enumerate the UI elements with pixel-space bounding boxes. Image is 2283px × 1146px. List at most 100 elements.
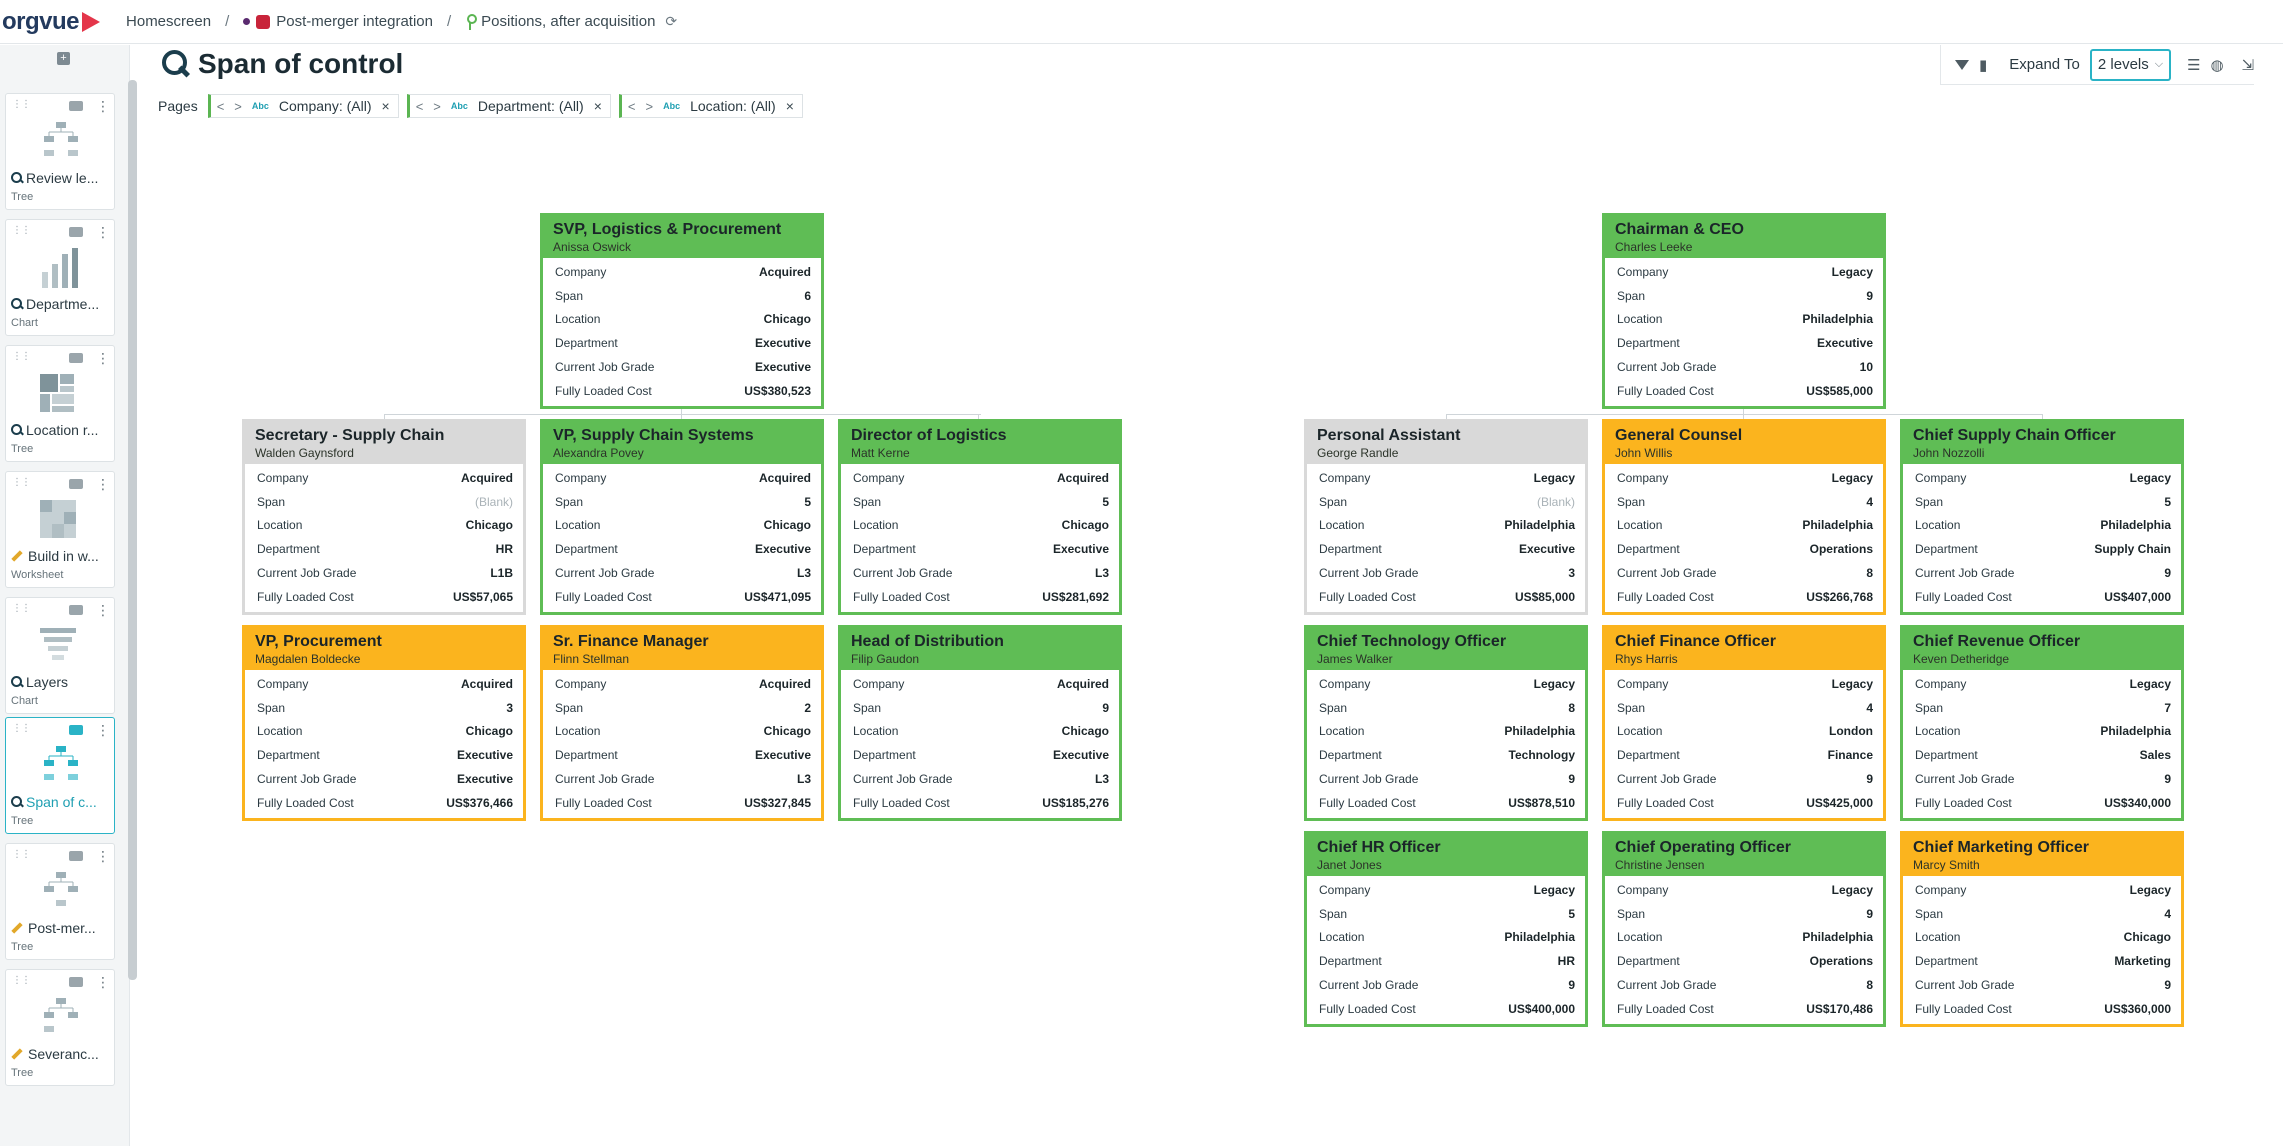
drag-handle-icon[interactable]: ⋮⋮ xyxy=(12,99,31,110)
refresh-icon[interactable]: ⟳ xyxy=(665,13,678,29)
org-node-card[interactable]: Chief Supply Chain Officer John Nozzolli C… xyxy=(1900,419,2184,615)
more-options-icon[interactable]: ⋮ xyxy=(96,848,110,864)
field-label: Department xyxy=(853,748,916,763)
sidebar-scrollbar[interactable] xyxy=(128,80,137,980)
more-options-icon[interactable]: ⋮ xyxy=(96,722,110,738)
org-node-card[interactable]: VP, Supply Chain Systems Alexandra Povey C… xyxy=(540,419,824,615)
more-options-icon[interactable]: ⋮ xyxy=(96,350,110,366)
sidebar-view-card[interactable]: ⋮⋮ ⋮ Review le... Tree xyxy=(5,93,115,210)
page-filter-department[interactable]: < > Abc Department: (All) × xyxy=(406,94,611,118)
close-icon[interactable]: × xyxy=(593,98,602,114)
node-header: VP, Procurement Magdalen Boldecke xyxy=(245,628,523,670)
drag-handle-icon[interactable]: ⋮⋮ xyxy=(12,849,31,860)
comment-icon[interactable] xyxy=(69,479,83,489)
palette-icon[interactable]: ◍ xyxy=(2210,56,2224,74)
org-node-card[interactable]: Chief Technology Officer James Walker Comp… xyxy=(1304,625,1588,821)
more-options-icon[interactable]: ⋮ xyxy=(96,974,110,990)
org-node-card[interactable]: Sr. Finance Manager Flinn Stellman Company… xyxy=(540,625,824,821)
more-options-icon[interactable]: ⋮ xyxy=(96,602,110,618)
drag-handle-icon[interactable]: ⋮⋮ xyxy=(12,351,31,362)
comment-icon[interactable] xyxy=(69,101,83,111)
org-node-card[interactable]: Chairman & CEO Charles Leeke Company Legacy… xyxy=(1602,213,1886,409)
drag-handle-icon[interactable]: ⋮⋮ xyxy=(12,225,31,236)
org-node-card[interactable]: Director of Logistics Matt Kerne Company Ac… xyxy=(838,419,1122,615)
org-node-card[interactable]: Chief Marketing Officer Marcy Smith Compan… xyxy=(1900,831,2184,1027)
view-name: Post-mer... xyxy=(28,920,96,936)
field-value: US$585,000 xyxy=(1806,383,1873,398)
chevron-right-icon[interactable]: > xyxy=(234,98,242,114)
node-header: SVP, Logistics & Procurement Anissa Oswic… xyxy=(543,216,821,258)
expand-levels-select[interactable]: 2 levels ⌵ xyxy=(2089,48,2172,81)
field-value: US$471,095 xyxy=(744,589,811,604)
drag-handle-icon[interactable]: ⋮⋮ xyxy=(12,477,31,488)
comment-icon[interactable] xyxy=(69,353,83,363)
comment-icon[interactable]: ▮ xyxy=(1979,56,1988,74)
add-view-icon[interactable]: + xyxy=(57,52,70,65)
chevron-right-icon[interactable]: > xyxy=(645,98,654,114)
sidebar-view-card[interactable]: ⋮⋮ ⋮ Span of c... Tree xyxy=(5,717,115,834)
node-position-title: Chief Marketing Officer xyxy=(1913,839,2090,856)
sidebar-view-card[interactable]: ⋮⋮ ⋮ Post-mer... Tree xyxy=(5,843,115,960)
org-node-card[interactable]: Head of Distribution Filip Gaudon Company A… xyxy=(838,625,1122,821)
sidebar-view-card[interactable]: ⋮⋮ ⋮ Severanc... Tree xyxy=(5,969,115,1086)
more-options-icon[interactable]: ⋮ xyxy=(96,476,110,492)
breadcrumb-dataset[interactable]: Positions, after acquisition ⟳ xyxy=(465,13,677,30)
drag-handle-icon[interactable]: ⋮⋮ xyxy=(12,723,31,734)
org-node-card[interactable]: VP, Procurement Magdalen Boldecke Company A… xyxy=(242,625,526,821)
org-node-card[interactable]: General Counsel John Willis Company Legacy S… xyxy=(1602,419,1886,615)
drag-handle-icon[interactable]: ⋮⋮ xyxy=(12,603,31,614)
breadcrumb-label: Homescreen xyxy=(126,13,212,30)
more-options-icon[interactable]: ⋮ xyxy=(96,224,110,240)
org-node-card[interactable]: Chief Revenue Officer Keven Detheridge Com… xyxy=(1900,625,2184,821)
close-icon[interactable]: × xyxy=(785,98,794,114)
breadcrumb-project[interactable]: Post-merger integration xyxy=(243,13,433,30)
field-value: 9 xyxy=(1568,978,1575,993)
field-label: Department xyxy=(1617,748,1680,763)
field-label: Department xyxy=(555,542,618,557)
field-label: Current Job Grade xyxy=(1319,566,1419,581)
sidebar-view-card[interactable]: ⋮⋮ ⋮ Build in w... Worksheet xyxy=(5,471,115,588)
page-filter-company[interactable]: < > Abc Company: (All) × xyxy=(207,94,399,118)
node-field-row: Location Philadelphia xyxy=(1307,514,1585,538)
close-icon[interactable]: × xyxy=(381,98,390,114)
node-position-title: Director of Logistics xyxy=(851,427,1007,444)
field-value: US$340,000 xyxy=(2104,795,2171,810)
field-label: Location xyxy=(1319,930,1365,945)
node-person-name: Janet Jones xyxy=(1317,858,1382,872)
org-node-card[interactable]: Chief Finance Officer Rhys Harris Company L… xyxy=(1602,625,1886,821)
page-filter-location[interactable]: < > Abc Location: (All) × xyxy=(618,94,803,118)
org-node-card[interactable]: SVP, Logistics & Procurement Anissa Oswic… xyxy=(540,213,824,409)
chevron-right-icon[interactable]: > xyxy=(433,98,441,114)
breadcrumb-home[interactable]: Homescreen xyxy=(126,13,211,30)
field-value: 5 xyxy=(1102,494,1109,509)
comment-icon[interactable] xyxy=(69,977,83,987)
field-label: Department xyxy=(1319,954,1382,969)
node-field-row: Current Job Grade L1B xyxy=(245,561,523,585)
drag-handle-icon[interactable]: ⋮⋮ xyxy=(12,975,31,986)
comment-icon[interactable] xyxy=(69,851,83,861)
org-node-card[interactable]: Personal Assistant George Randle Company Le… xyxy=(1304,419,1588,615)
comment-icon[interactable] xyxy=(69,227,83,237)
filter-icon[interactable] xyxy=(1955,59,1969,70)
field-label: Department xyxy=(257,542,320,557)
comment-icon[interactable] xyxy=(69,605,83,615)
chevron-left-icon[interactable]: < xyxy=(627,98,636,114)
sidebar-view-card[interactable]: ⋮⋮ ⋮ Location r... Tree xyxy=(5,345,115,462)
node-person-name: Flinn Stellman xyxy=(553,652,630,666)
org-node-card[interactable]: Chief Operating Officer Christine Jensen C… xyxy=(1602,831,1886,1027)
sidebar-view-card[interactable]: ⋮⋮ ⋮ Departme... Chart xyxy=(5,219,115,336)
comment-icon[interactable] xyxy=(69,725,83,735)
chevron-left-icon[interactable]: < xyxy=(216,98,225,114)
field-label: Span xyxy=(853,700,882,715)
node-person-name: Anissa Oswick xyxy=(553,240,632,254)
list-icon[interactable]: ☰ xyxy=(2187,56,2201,74)
orgvue-logo[interactable]: orgvue xyxy=(2,8,101,36)
chevron-left-icon[interactable]: < xyxy=(415,98,424,114)
more-options-icon[interactable]: ⋮ xyxy=(96,98,110,114)
export-icon[interactable]: ⇲ xyxy=(2241,56,2255,74)
node-header: Chief Finance Officer Rhys Harris xyxy=(1605,628,1883,670)
org-node-card[interactable]: Secretary - Supply Chain Walden Gaynsford… xyxy=(242,419,526,615)
sidebar-view-card[interactable]: ⋮⋮ ⋮ Layers Chart xyxy=(5,597,115,714)
node-position-title: Chief Revenue Officer xyxy=(1913,633,2081,650)
org-node-card[interactable]: Chief HR Officer Janet Jones Company Legacy… xyxy=(1304,831,1588,1027)
